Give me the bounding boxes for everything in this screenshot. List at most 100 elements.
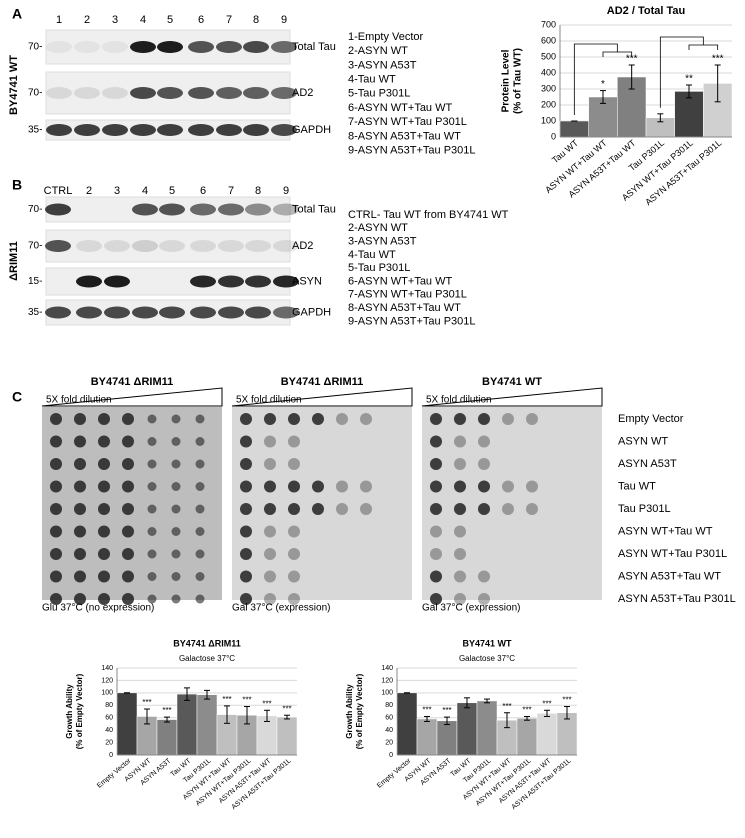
chart-title: BY4741 WT: [462, 638, 512, 648]
blot-band: [218, 306, 244, 319]
yeast-spot: [195, 527, 205, 536]
yeast-spot: [360, 480, 372, 493]
yeast-spot: [50, 413, 62, 425]
blot-image: [45, 229, 291, 263]
lane-key: 6-ASYN WT+Tau WT: [348, 102, 452, 114]
plate-condition: Glu 37°C (no expression): [42, 603, 154, 614]
blot-band: [273, 275, 299, 288]
blot-label: AD2: [292, 87, 313, 99]
error-bar: [464, 697, 470, 709]
blot-band: [218, 240, 244, 252]
blot-band: [243, 41, 269, 53]
significance-label: ***: [522, 706, 531, 715]
y-axis-label: Growth Ability: [345, 684, 354, 739]
significance-label: ***: [712, 54, 724, 65]
chart-subtitle: Galactose 37°C: [459, 654, 515, 663]
lane-label: 5: [167, 14, 173, 26]
x-tick-label: Empty Vector: [376, 757, 413, 790]
blot-band: [271, 87, 297, 99]
yeast-spot: [264, 570, 276, 583]
yeast-spot: [454, 503, 466, 515]
bar: [416, 718, 438, 756]
yeast-spot: [454, 593, 466, 605]
significance-label: ***: [162, 706, 171, 715]
strain-row-label: Tau WT: [618, 480, 656, 492]
significance-label: ***: [422, 706, 431, 715]
error-bar: [444, 716, 450, 726]
y-axis-label: Protein Level: [501, 49, 512, 112]
yeast-spot: [312, 480, 324, 493]
y-axis-label: Growth Ability: [65, 684, 74, 739]
significance-label: ***: [222, 695, 231, 704]
blot-band: [273, 306, 299, 319]
yeast-spot: [264, 525, 276, 538]
yeast-spot: [264, 413, 276, 425]
y-tick-label: 60: [385, 715, 393, 722]
blot-band: [45, 203, 71, 216]
blot-band: [271, 41, 297, 53]
blot-band: [102, 124, 128, 136]
significance-label: *: [601, 79, 605, 90]
yeast-spot: [50, 503, 62, 515]
lane-key: 3-ASYN A53T: [348, 236, 417, 248]
blot-band: [188, 41, 214, 53]
blot-band: [46, 124, 72, 136]
blot-band: [76, 240, 102, 252]
lane-key: 4-Tau WT: [348, 249, 396, 261]
yeast-spot: [240, 525, 252, 538]
error-bar: [184, 687, 190, 701]
mw-marker: 15-: [28, 276, 42, 287]
yeast-spot: [454, 548, 466, 560]
mw-marker: 70-: [28, 88, 42, 99]
yeast-spot: [288, 480, 300, 493]
yeast-spot: [430, 570, 442, 583]
y-tick-label: 40: [105, 727, 113, 734]
yeast-spot: [240, 593, 252, 605]
yeast-spot: [288, 593, 300, 605]
blot-band: [159, 306, 185, 319]
yeast-spot: [122, 435, 134, 448]
yeast-spot: [98, 413, 110, 425]
blot-band: [273, 240, 299, 252]
lane-label: 1: [56, 14, 62, 26]
yeast-spot: [74, 413, 86, 425]
yeast-spot: [147, 459, 157, 469]
lane-label: 2: [86, 185, 92, 197]
error-bar: [284, 714, 290, 720]
yeast-spot: [264, 435, 276, 448]
yeast-spot: [50, 525, 62, 538]
error-bar: [524, 715, 530, 721]
lane-label: 9: [283, 185, 289, 197]
yeast-spot: [478, 435, 490, 448]
strain-label: ΔRIM11: [8, 241, 20, 281]
yeast-spot: [454, 525, 466, 538]
error-bar: [657, 113, 664, 123]
y-tick-label: 0: [551, 131, 556, 141]
strain-row-label: ASYN A53T: [618, 458, 677, 470]
blot-band: [245, 275, 271, 288]
bar: [436, 720, 458, 756]
yeast-spot: [98, 503, 110, 515]
blot-band: [132, 203, 158, 216]
bar: [476, 700, 498, 756]
x-tick-label: Empty Vector: [96, 757, 133, 790]
dilution-triangle: [421, 387, 603, 407]
significance-label: ***: [282, 704, 291, 713]
strain-row-label: ASYN WT+Tau P301L: [618, 548, 727, 560]
blot-band: [104, 306, 130, 319]
yeast-spot: [74, 480, 86, 493]
yeast-spot: [430, 593, 442, 605]
blot-band: [130, 87, 156, 99]
bar: [196, 694, 218, 756]
bar: [516, 718, 538, 756]
mw-marker: 70-: [28, 241, 42, 252]
yeast-spot: [147, 414, 157, 424]
significance-label: ***: [262, 699, 271, 708]
yeast-spot: [264, 548, 276, 560]
yeast-spot: [147, 504, 157, 514]
blot-band: [190, 306, 216, 319]
blot-band: [102, 41, 128, 53]
yeast-spot: [288, 435, 300, 448]
error-bar: [504, 712, 510, 729]
blot-band: [104, 240, 130, 252]
